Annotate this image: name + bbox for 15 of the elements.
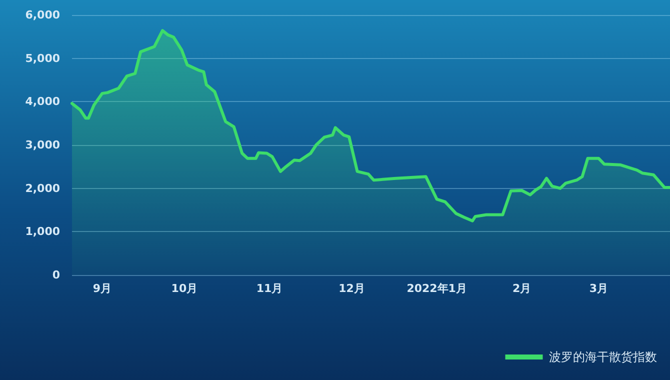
- x-tick-label: 9月: [92, 282, 112, 295]
- y-tick-label: 0: [52, 268, 60, 282]
- y-tick-label: 6,000: [25, 8, 60, 22]
- x-tick-label: 11月: [256, 282, 283, 295]
- legend-label: 波罗的海干散货指数: [549, 350, 657, 364]
- y-tick-label: 3,000: [25, 138, 60, 152]
- y-tick-label: 2,000: [25, 182, 60, 195]
- y-tick-label: 4,000: [25, 95, 60, 108]
- x-tick-label: 2月: [512, 282, 532, 295]
- x-tick-label: 2022年1月: [406, 282, 467, 295]
- y-tick-label: 5,000: [25, 52, 60, 65]
- x-tick-label: 12月: [338, 282, 365, 295]
- x-tick-label: 3月: [589, 282, 608, 295]
- x-tick-label: 10月: [171, 282, 198, 295]
- y-tick-label: 1,000: [25, 225, 60, 238]
